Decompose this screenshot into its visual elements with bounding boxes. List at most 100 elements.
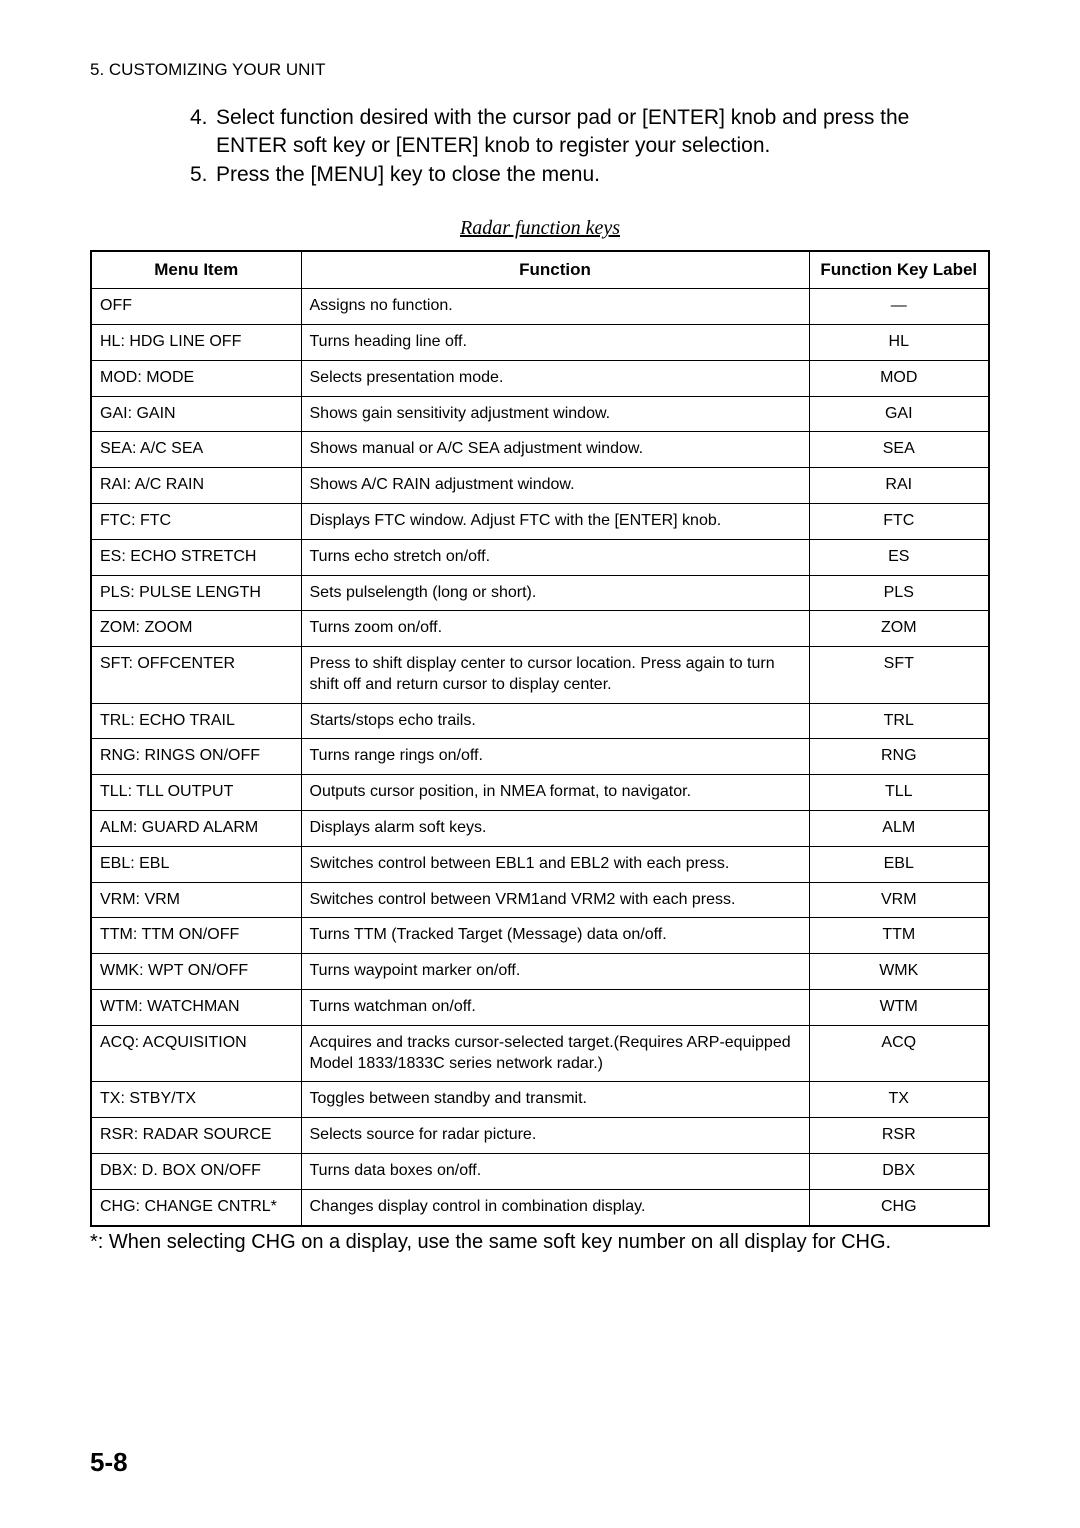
cell-func: Turns heading line off. [301,324,809,360]
cell-func: Selects presentation mode. [301,360,809,396]
section-header: 5. CUSTOMIZING YOUR UNIT [90,60,990,80]
cell-label: DBX [809,1154,989,1190]
table-row: ZOM: ZOOMTurns zoom on/off.ZOM [91,611,989,647]
cell-menu: HL: HDG LINE OFF [91,324,301,360]
instruction-number: 4. [190,104,216,161]
cell-label: EBL [809,846,989,882]
cell-label: RNG [809,739,989,775]
cell-func: Shows A/C RAIN adjustment window. [301,468,809,504]
cell-func: Changes display control in combination d… [301,1189,809,1225]
table-title: Radar function keys [90,217,990,240]
cell-func: Toggles between standby and transmit. [301,1082,809,1118]
instruction-item: 4. Select function desired with the curs… [190,104,970,161]
cell-label: TX [809,1082,989,1118]
cell-label: ACQ [809,1025,989,1082]
table-row: TRL: ECHO TRAILStarts/stops echo trails.… [91,703,989,739]
cell-label: GAI [809,396,989,432]
cell-menu: SEA: A/C SEA [91,432,301,468]
table-row: TX: STBY/TXToggles between standby and t… [91,1082,989,1118]
cell-label: TTM [809,918,989,954]
col-function: Function [301,251,809,289]
cell-label: SEA [809,432,989,468]
page-number: 5-8 [90,1447,128,1478]
cell-label: VRM [809,882,989,918]
cell-menu: CHG: CHANGE CNTRL* [91,1189,301,1225]
cell-label: ALM [809,811,989,847]
table-row: SFT: OFFCENTERPress to shift display cen… [91,647,989,704]
cell-func: Turns waypoint marker on/off. [301,954,809,990]
cell-func: Turns TTM (Tracked Target (Message) data… [301,918,809,954]
cell-label: ES [809,539,989,575]
cell-menu: TX: STBY/TX [91,1082,301,1118]
cell-func: Turns echo stretch on/off. [301,539,809,575]
table-row: ACQ: ACQUISITIONAcquires and tracks curs… [91,1025,989,1082]
cell-label: CHG [809,1189,989,1225]
table-row: ALM: GUARD ALARMDisplays alarm soft keys… [91,811,989,847]
table-body: OFFAssigns no function.— HL: HDG LINE OF… [91,289,989,1226]
cell-func: Assigns no function. [301,289,809,325]
cell-menu: ACQ: ACQUISITION [91,1025,301,1082]
table-row: TLL: TLL OUTPUTOutputs cursor position, … [91,775,989,811]
cell-menu: ALM: GUARD ALARM [91,811,301,847]
cell-menu: EBL: EBL [91,846,301,882]
cell-menu: GAI: GAIN [91,396,301,432]
cell-label: FTC [809,503,989,539]
table-row: ES: ECHO STRETCHTurns echo stretch on/of… [91,539,989,575]
cell-menu: FTC: FTC [91,503,301,539]
footnote: *: When selecting CHG on a display, use … [90,1231,990,1254]
cell-label: PLS [809,575,989,611]
cell-menu: DBX: D. BOX ON/OFF [91,1154,301,1190]
cell-label: HL [809,324,989,360]
cell-label: — [809,289,989,325]
cell-func: Outputs cursor position, in NMEA format,… [301,775,809,811]
cell-menu: RAI: A/C RAIN [91,468,301,504]
table-row: GAI: GAINShows gain sensitivity adjustme… [91,396,989,432]
cell-menu: RNG: RINGS ON/OFF [91,739,301,775]
cell-label: TRL [809,703,989,739]
instruction-number: 5. [190,161,216,189]
table-row: FTC: FTCDisplays FTC window. Adjust FTC … [91,503,989,539]
cell-menu: OFF [91,289,301,325]
table-row: TTM: TTM ON/OFFTurns TTM (Tracked Target… [91,918,989,954]
table-row: OFFAssigns no function.— [91,289,989,325]
col-menu-item: Menu Item [91,251,301,289]
cell-menu: VRM: VRM [91,882,301,918]
cell-menu: ZOM: ZOOM [91,611,301,647]
cell-func: Sets pulselength (long or short). [301,575,809,611]
cell-func: Press to shift display center to cursor … [301,647,809,704]
cell-menu: TRL: ECHO TRAIL [91,703,301,739]
table-row: CHG: CHANGE CNTRL*Changes display contro… [91,1189,989,1225]
cell-label: ZOM [809,611,989,647]
cell-label: RSR [809,1118,989,1154]
instruction-text: Press the [MENU] key to close the menu. [216,161,970,189]
cell-menu: MOD: MODE [91,360,301,396]
cell-func: Starts/stops echo trails. [301,703,809,739]
table-row: SEA: A/C SEAShows manual or A/C SEA adju… [91,432,989,468]
cell-menu: RSR: RADAR SOURCE [91,1118,301,1154]
table-row: PLS: PULSE LENGTHSets pulselength (long … [91,575,989,611]
table-row: WTM: WATCHMANTurns watchman on/off.WTM [91,990,989,1026]
cell-menu: TLL: TLL OUTPUT [91,775,301,811]
table-row: MOD: MODESelects presentation mode.MOD [91,360,989,396]
cell-func: Turns zoom on/off. [301,611,809,647]
table-row: RSR: RADAR SOURCESelects source for rada… [91,1118,989,1154]
table-row: HL: HDG LINE OFFTurns heading line off.H… [91,324,989,360]
cell-label: WMK [809,954,989,990]
cell-func: Shows gain sensitivity adjustment window… [301,396,809,432]
col-function-key-label: Function Key Label [809,251,989,289]
table-row: DBX: D. BOX ON/OFFTurns data boxes on/of… [91,1154,989,1190]
table-row: RNG: RINGS ON/OFFTurns range rings on/of… [91,739,989,775]
instructions-block: 4. Select function desired with the curs… [190,104,970,189]
cell-label: SFT [809,647,989,704]
cell-menu: SFT: OFFCENTER [91,647,301,704]
table-header-row: Menu Item Function Function Key Label [91,251,989,289]
cell-label: TLL [809,775,989,811]
cell-func: Turns watchman on/off. [301,990,809,1026]
cell-func: Switches control between EBL1 and EBL2 w… [301,846,809,882]
cell-func: Shows manual or A/C SEA adjustment windo… [301,432,809,468]
cell-func: Turns range rings on/off. [301,739,809,775]
cell-menu: PLS: PULSE LENGTH [91,575,301,611]
cell-func: Turns data boxes on/off. [301,1154,809,1190]
cell-func: Acquires and tracks cursor-selected targ… [301,1025,809,1082]
cell-label: WTM [809,990,989,1026]
